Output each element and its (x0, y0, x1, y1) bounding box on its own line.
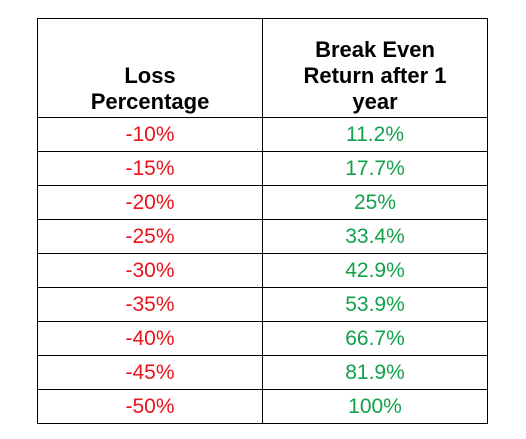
table-row: -40% 66.7% (37, 321, 488, 356)
header-cell: Break Even Return after 1 year (262, 18, 488, 118)
loss-cell: -30% (37, 253, 263, 288)
loss-cell: -20% (37, 185, 263, 220)
return-cell: 11.2% (262, 117, 488, 152)
return-cell: 25% (262, 185, 488, 220)
loss-cell: -45% (37, 355, 263, 390)
table-row: -10% 11.2% (37, 117, 488, 152)
loss-cell: -50% (37, 389, 263, 424)
return-cell: 42.9% (262, 253, 488, 288)
return-cell: 53.9% (262, 287, 488, 322)
table-row: -25% 33.4% (37, 219, 488, 254)
loss-cell: -35% (37, 287, 263, 322)
header-cell: Loss Percentage (37, 18, 263, 118)
table-row: -15% 17.7% (37, 151, 488, 186)
table-row: -35% 53.9% (37, 287, 488, 322)
return-cell: 66.7% (262, 321, 488, 356)
return-cell: 81.9% (262, 355, 488, 390)
table-row: -20% 25% (37, 185, 488, 220)
loss-cell: -40% (37, 321, 263, 356)
break-even-table: Loss Percentage Break Even Return after … (37, 18, 488, 424)
table-row: -30% 42.9% (37, 253, 488, 288)
header-text: Break Even Return after 1 year (303, 37, 447, 114)
table-header: Loss Percentage Break Even Return after … (37, 18, 488, 118)
return-cell: 100% (262, 389, 488, 424)
loss-cell: -10% (37, 117, 263, 152)
loss-cell: -25% (37, 219, 263, 254)
header-row: Loss Percentage Break Even Return after … (37, 18, 488, 118)
header-text: Loss Percentage (90, 63, 210, 114)
return-cell: 17.7% (262, 151, 488, 186)
return-cell: 33.4% (262, 219, 488, 254)
table-row: -45% 81.9% (37, 355, 488, 390)
table-row: -50% 100% (37, 389, 488, 424)
table-body: -10% 11.2% -15% 17.7% -20% 25% -25% 33.4% -30% 42… (37, 117, 488, 424)
loss-cell: -15% (37, 151, 263, 186)
